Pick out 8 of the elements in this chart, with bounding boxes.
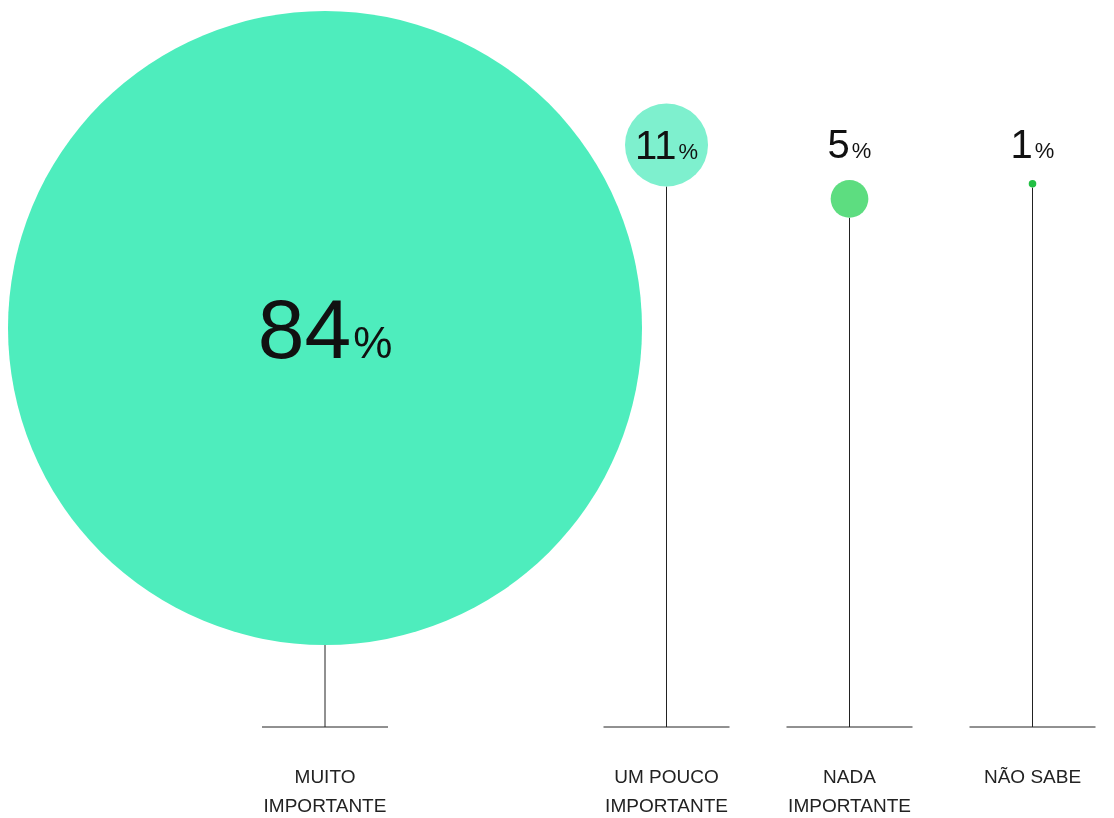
data-label: 11% <box>634 123 699 168</box>
category-label: NADA IMPORTANTE <box>788 766 911 816</box>
category-label: MUITO IMPORTANTE <box>263 766 387 816</box>
data-label: 84% <box>257 282 393 377</box>
data-label: 1% <box>1010 122 1055 166</box>
category-label: NÃO SABE <box>983 766 1082 787</box>
data-label: 5% <box>827 122 872 166</box>
category-label: UM POUCO IMPORTANTE <box>605 766 728 816</box>
